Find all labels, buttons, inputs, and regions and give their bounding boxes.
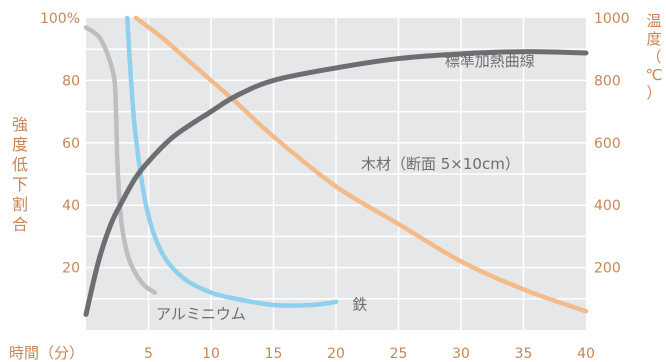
x-axis-label: 時間（分） — [9, 344, 84, 362]
y-left-axis-label-char: 割 — [12, 195, 28, 214]
x-tick-label: 10 — [202, 346, 220, 362]
x-tick-label: 20 — [327, 346, 345, 362]
series-standard-heating-curve — [83, 49, 589, 317]
x-tick-label: 30 — [452, 346, 470, 362]
y-left-tick-label: 60 — [62, 136, 80, 152]
label-aluminium: アルミニウム — [156, 305, 246, 323]
series-iron — [125, 15, 339, 308]
x-tick-label: 5 — [144, 346, 153, 362]
label-standard-heating-curve: 標準加熱曲線 — [445, 52, 535, 70]
label-wood: 木材（断面 5×10cm） — [361, 155, 520, 173]
y-right-tick-label: 600 — [594, 136, 621, 152]
y-left-tick-label: 100% — [40, 11, 80, 27]
y-left-tick-label: 80 — [62, 73, 80, 89]
y-left-axis-label-char: 下 — [12, 175, 28, 194]
x-tick-label: 35 — [515, 346, 533, 362]
y-right-tick-label: 400 — [594, 198, 621, 214]
y-right-axis-label-char: （ — [646, 48, 661, 66]
y-left-axis-label-char: 合 — [12, 215, 28, 234]
y-left-axis-label-char: 強 — [12, 115, 28, 134]
y-right-tick-label: 1000 — [594, 11, 630, 27]
x-tick-label: 25 — [390, 346, 408, 362]
y-right-tick-label: 800 — [594, 73, 621, 89]
x-tick-label: 15 — [265, 346, 283, 362]
y-left-tick-label: 40 — [62, 198, 80, 214]
series-aluminium — [83, 25, 157, 295]
label-iron: 鉄 — [352, 296, 367, 314]
y-left-axis-label-char: 低 — [12, 155, 28, 174]
y-left-axis-label-char: 度 — [12, 135, 28, 154]
x-tick-label: 40 — [577, 346, 595, 362]
y-right-tick-label: 200 — [594, 261, 621, 277]
y-right-axis-label-char: 度 — [646, 30, 661, 48]
series-wood — [133, 15, 589, 314]
y-right-axis-label-char: ） — [646, 84, 661, 102]
y-right-axis-label-char: ℃ — [646, 66, 663, 84]
y-left-tick-label: 20 — [62, 261, 80, 277]
y-right-axis-label-char: 温 — [646, 12, 661, 30]
